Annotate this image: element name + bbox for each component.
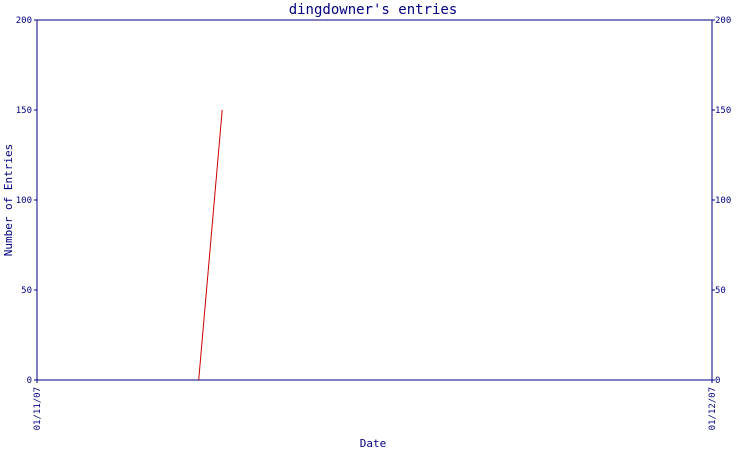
right-tick-label: 0 [715, 376, 720, 386]
right-tick-label: 50 [715, 286, 726, 296]
left-tick-label: 200 [16, 16, 32, 26]
right-tick-label: 200 [715, 16, 731, 26]
chart-title: dingdowner's entries [289, 2, 458, 18]
series-line [198, 109, 223, 381]
right-y-axis-ticks: 0 50 100 150 200 [712, 16, 731, 386]
left-tick-label: 150 [16, 106, 32, 116]
x-axis-label: Date [360, 437, 387, 450]
left-tick-label: 50 [21, 286, 32, 296]
x-tick-label: 01/11/07 [33, 387, 43, 430]
right-tick-label: 150 [715, 106, 731, 116]
y-axis-label: Number of Entries [2, 144, 15, 257]
left-tick-label: 0 [27, 376, 32, 386]
x-axis-ticks: 01/11/07 01/12/07 [33, 380, 718, 430]
x-tick-label: 01/12/07 [708, 387, 718, 430]
left-tick-label: 100 [16, 196, 32, 206]
series-lines [198, 109, 223, 381]
right-tick-label: 100 [715, 196, 731, 206]
